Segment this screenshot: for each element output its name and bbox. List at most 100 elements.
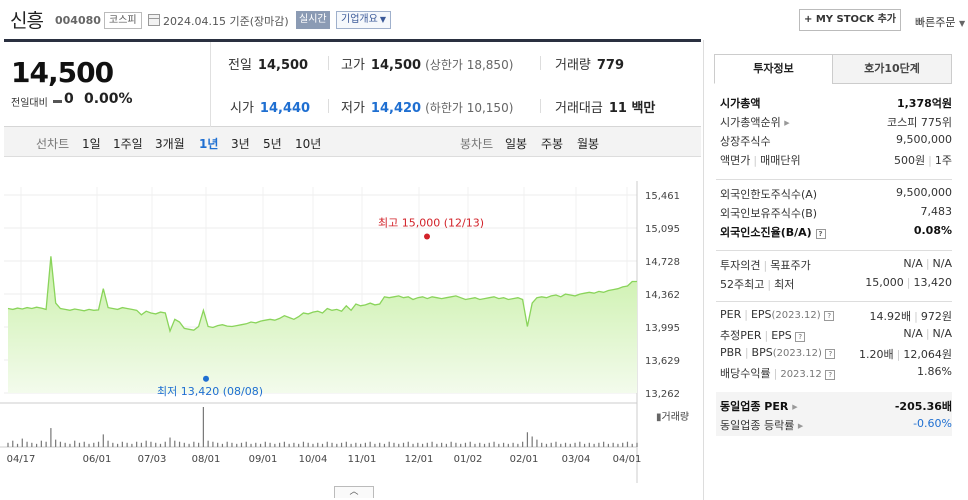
volume-bar — [226, 441, 228, 447]
volume-bar — [102, 434, 104, 447]
tab-monthly[interactable]: 월봉 — [577, 137, 600, 151]
volume-bar — [159, 443, 162, 447]
volume-bar — [50, 428, 52, 447]
est-per-label: 추정PER | EPS ? — [720, 327, 806, 343]
foreign-hold-label: 외국인보유주식수(B) — [720, 207, 818, 220]
investment-info-panel: 투자정보 호가10단계 시가총액 1,378억원 시가총액순위 ▶ 코스피 77… — [703, 40, 968, 500]
valuation-section: PER | EPS(2023.12) ? 14.92배 | 972원 추정PER | EPS… — [716, 301, 952, 387]
cap-rank-text: 시가총액순위 — [720, 116, 781, 129]
volume-bar — [593, 443, 595, 447]
tab-1y[interactable]: 1년 — [199, 137, 219, 151]
lower-limit: (하한가 10,150) — [425, 101, 514, 115]
tab-3m[interactable]: 3개월 — [155, 137, 185, 151]
volume-bar — [12, 440, 14, 447]
volume-bar — [93, 442, 95, 447]
volume-bar — [379, 442, 381, 447]
volume-bar — [340, 442, 343, 447]
par-row: 액면가 | 매매단위 500원 | 1주 — [716, 152, 952, 170]
volume-bar — [412, 443, 414, 447]
shares-row: 상장주식수 9,500,000 — [716, 133, 952, 151]
volume-bar — [622, 442, 624, 447]
prev-close-label: 전일 — [228, 58, 252, 73]
tab-1w[interactable]: 1주일 — [113, 137, 143, 151]
peer-per-row: 동일업종 PER ▶ -205.36배 — [716, 398, 952, 416]
volume-bar — [393, 442, 395, 447]
volume-bar — [131, 443, 133, 447]
help-icon[interactable]: ? — [795, 332, 806, 342]
foreign-limit-row: 외국인한도주식수(A) 9,500,000 — [716, 186, 952, 204]
price-chart[interactable]: 15,461 15,095 14,728 14,362 13,995 13,629 13,2… — [0, 157, 703, 500]
price-chart-svg: 15,461 15,095 14,728 14,362 13,995 13,629 13,2… — [0, 181, 680, 483]
stock-header: 신흥 004080 코스피 2024.04.15 기준(장마감) 실시간 기업개… — [0, 0, 968, 40]
chevron-down-icon: ▼ — [379, 15, 386, 24]
volume-bar — [512, 442, 514, 447]
tab-1d[interactable]: 1일 — [82, 137, 101, 151]
help-icon[interactable]: ? — [825, 370, 836, 380]
low-price: 저가 14,420 (하한가 10,150) — [341, 97, 513, 116]
volume-bar — [7, 442, 9, 447]
company-overview-label: 기업개요 — [341, 14, 378, 25]
help-icon[interactable]: ? — [815, 229, 826, 239]
market-badge: 코스피 — [104, 12, 142, 29]
volume-bar — [202, 407, 204, 447]
bps-date: (2023.12) — [772, 348, 822, 359]
volume-bar — [164, 441, 166, 447]
est-per-row: 추정PER | EPS ? N/A | N/A — [716, 327, 952, 345]
divider — [328, 99, 329, 113]
help-icon[interactable]: ? — [825, 349, 836, 359]
par-value: 500원 | 1주 — [894, 152, 952, 168]
volume-bar — [245, 441, 247, 447]
opinion-value-text: N/A — [903, 257, 923, 270]
pbr-label-text: PBR — [720, 346, 742, 359]
tab-daily[interactable]: 일봉 — [505, 137, 528, 151]
tab-investment-info[interactable]: 투자정보 — [714, 54, 833, 84]
divider — [540, 99, 541, 113]
upper-limit: (상한가 18,850) — [425, 58, 514, 72]
volume-bar — [255, 442, 257, 447]
x-tick-label: 08/01 — [192, 454, 221, 465]
volume-bar — [312, 443, 314, 447]
volume-bar — [531, 436, 533, 447]
volume-bar — [507, 443, 509, 447]
volume-bar — [526, 432, 529, 447]
volume-bar — [88, 443, 90, 447]
x-tick-label: 04/01 — [613, 454, 642, 465]
tab-weekly[interactable]: 주봉 — [541, 137, 564, 151]
pbr-value-text: 1.20배 — [859, 348, 894, 361]
opinion-row: 투자의견 | 목표주가 N/A | N/A — [716, 257, 952, 275]
help-icon[interactable]: ? — [824, 311, 835, 321]
market-cap-value: 1,378억원 — [896, 97, 952, 110]
volume-bar — [212, 441, 214, 447]
volume-bar — [288, 443, 290, 447]
add-my-stock-button[interactable]: + MY STOCK 추가 — [799, 9, 901, 31]
opinion-label-text: 투자의견 — [720, 259, 761, 272]
volume-bar — [550, 442, 552, 447]
52w-row: 52주최고 | 최저 15,000 | 13,420 — [716, 276, 952, 294]
volume-bar — [479, 442, 481, 447]
volume-bar — [279, 442, 281, 447]
cap-rank-label[interactable]: 시가총액순위 ▶ — [720, 114, 790, 130]
prev-close-value: 14,500 — [257, 58, 309, 73]
peer-section: 동일업종 PER ▶ -205.36배 동일업종 등락률 ▶ -0.60% — [716, 392, 952, 436]
legend-swatch: ▮ — [656, 412, 662, 423]
collapse-chart-button[interactable]: ︿ — [334, 486, 374, 498]
per-row: PER | EPS(2023.12) ? 14.92배 | 972원 — [716, 308, 952, 326]
peer-per-label[interactable]: 동일업종 PER ▶ — [720, 398, 798, 414]
volume-bar — [188, 443, 190, 447]
volume-bar — [469, 441, 471, 447]
opinion-value: N/A | N/A — [903, 257, 952, 270]
pipe-divider: | — [767, 278, 772, 291]
y-tick-label: 13,995 — [645, 323, 680, 334]
volume-bar — [217, 442, 219, 447]
quick-order-button[interactable]: 빠른주문 ▼ — [915, 14, 965, 30]
volume-bar — [45, 441, 47, 447]
tab-order-book-10[interactable]: 호가10단계 — [832, 54, 952, 84]
tab-10y[interactable]: 10년 — [295, 137, 322, 151]
tab-3y[interactable]: 3년 — [231, 137, 250, 151]
company-overview-dropdown[interactable]: 기업개요 ▼ — [336, 11, 391, 29]
volume-bar — [126, 442, 128, 447]
volume-bar — [55, 439, 57, 447]
tab-5y[interactable]: 5년 — [263, 137, 282, 151]
peer-rate-label[interactable]: 동일업종 등락률 ▶ — [720, 417, 803, 433]
realtime-badge[interactable]: 실시간 — [296, 11, 330, 29]
